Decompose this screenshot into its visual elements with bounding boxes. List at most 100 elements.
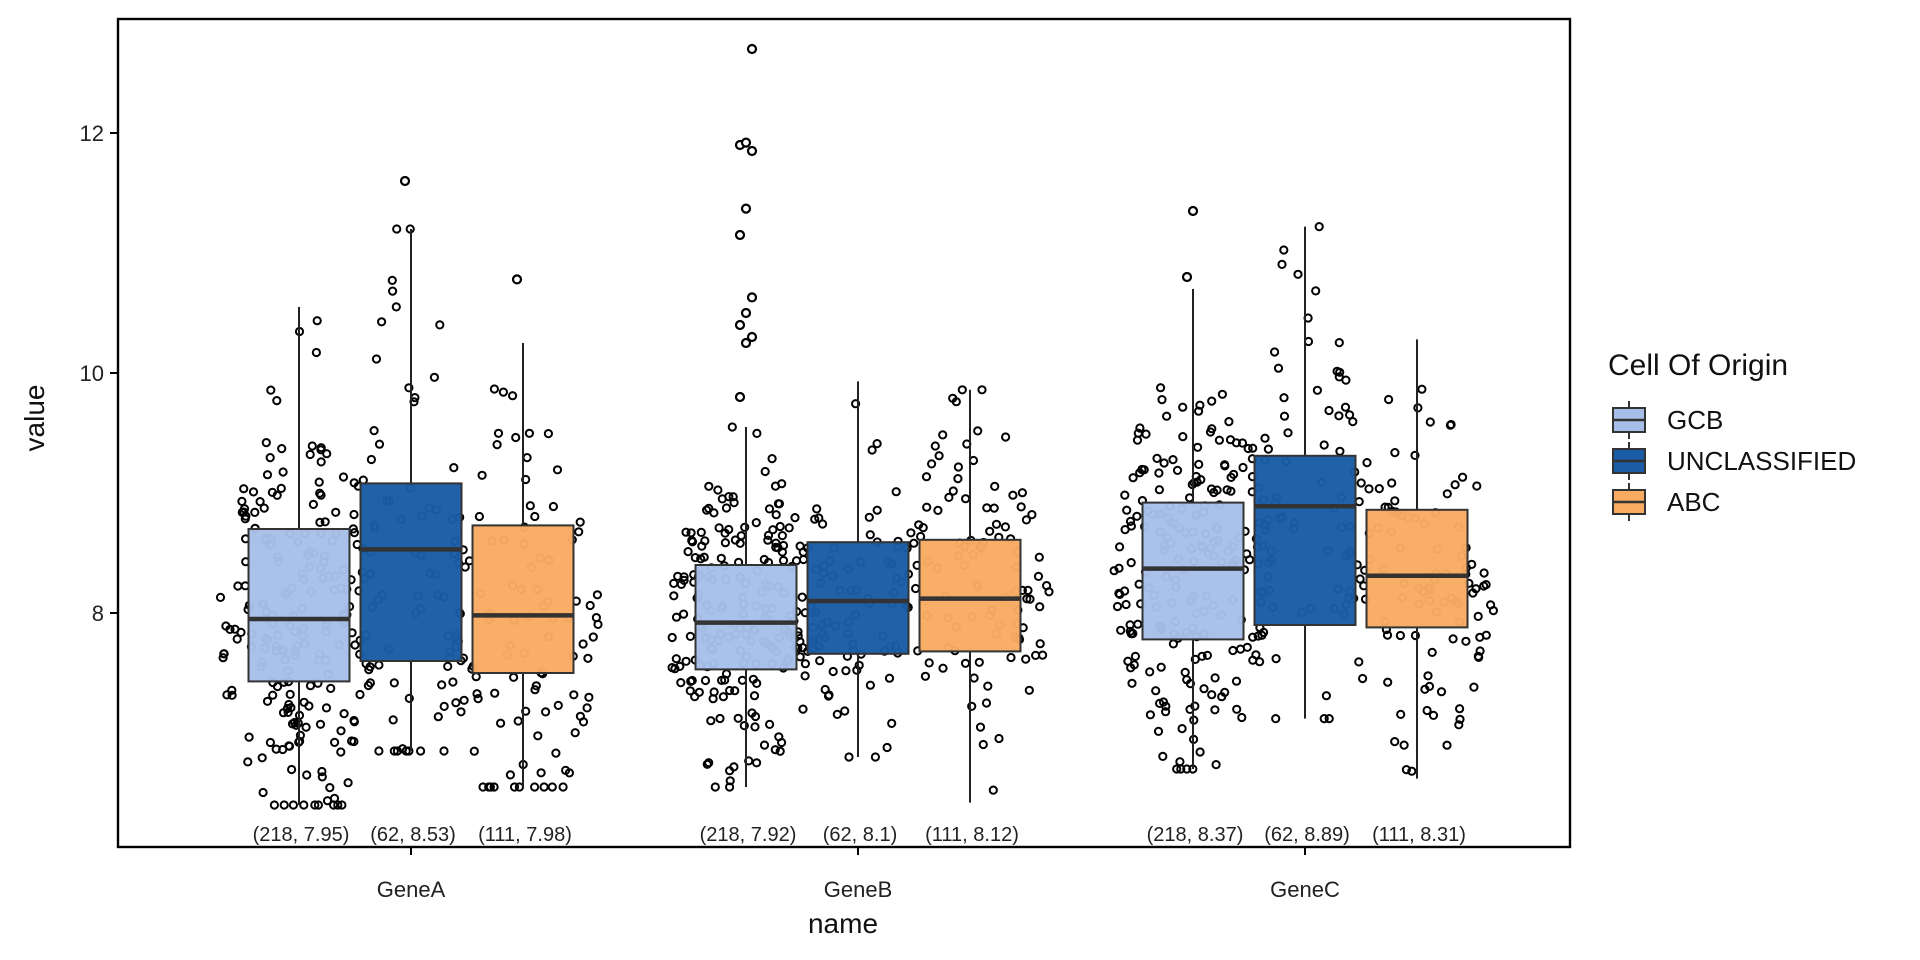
jitter-point (844, 752, 854, 762)
legend: Cell Of Origin GCB UNCLASSIFIED ABC (1608, 349, 1856, 521)
jitter-point (569, 690, 579, 700)
jitter-point (266, 385, 276, 395)
outlier-point (746, 43, 758, 55)
jitter-point (1374, 484, 1384, 494)
jitter-point (1475, 646, 1485, 656)
jitter-point (349, 717, 359, 727)
jitter-point (1334, 411, 1344, 421)
jitter-point (1220, 460, 1230, 470)
jitter-point (918, 523, 928, 533)
jitter-point (484, 782, 494, 792)
jitter-point (865, 680, 876, 690)
jitter-point (1231, 676, 1242, 686)
jitter-point (697, 541, 707, 551)
jitter-point (305, 681, 316, 691)
jitter-point (728, 492, 738, 502)
jitter-point (543, 429, 554, 439)
jitter-point (1212, 485, 1222, 495)
jitter-point (1228, 645, 1238, 656)
jitter-point (302, 770, 312, 780)
jitter-point (720, 538, 731, 548)
box-genea-unclassified (359, 229, 463, 751)
jitter-point (784, 523, 794, 533)
box-geneb-gcb (694, 427, 798, 787)
jitter-point (315, 517, 325, 528)
jitter-point (735, 538, 745, 548)
jitter-point (531, 681, 541, 691)
jitter-point (371, 354, 382, 364)
jitter-point (1159, 458, 1169, 468)
jitter-point (536, 768, 546, 778)
jitter-point (265, 453, 275, 463)
jitter-point (343, 778, 353, 788)
jitter-point (1006, 652, 1016, 663)
jitter-point (439, 701, 449, 712)
jitter-point (974, 657, 984, 667)
jitter-point (800, 659, 811, 669)
jitter-point (730, 686, 740, 696)
jitter-point (975, 722, 986, 732)
jitter-point (311, 347, 321, 358)
x-tick-label: GeneA (377, 877, 446, 902)
jitter-point (1121, 599, 1131, 610)
jitter-point (927, 459, 937, 469)
jitter-point (1279, 393, 1289, 403)
jitter-point (439, 746, 449, 756)
outlier-point (740, 137, 752, 148)
jitter-point (271, 744, 281, 754)
y-tick-label: 10 (80, 361, 104, 386)
jitter-point (1473, 611, 1483, 622)
jitter-point (721, 503, 732, 513)
jitter-point (1157, 395, 1167, 405)
jitter-point (1271, 654, 1281, 664)
jitter-point (720, 528, 730, 538)
jitter-point (1180, 667, 1190, 678)
box-genec-unclassified (1253, 226, 1357, 719)
jitter-point (1000, 522, 1011, 532)
jitter-point (775, 521, 785, 532)
outlier-point (746, 145, 758, 157)
jitter-point (690, 553, 700, 563)
jitter-point (760, 466, 770, 477)
jitter-point (1270, 347, 1280, 357)
jitter-point (243, 757, 253, 767)
jitter-point (232, 634, 242, 644)
outlier-point (1181, 271, 1193, 283)
jitter-point (1158, 751, 1168, 762)
jitter-point (530, 511, 540, 522)
jitter-point (336, 726, 346, 736)
jitter-point (725, 685, 735, 696)
jitter-point (230, 624, 240, 634)
box-genea-abc (471, 343, 575, 787)
outlier-point (734, 391, 746, 403)
jitter-point (669, 591, 679, 601)
x-axis-title: name (808, 908, 878, 939)
jitter-point (404, 693, 414, 704)
jitter-point (729, 762, 739, 772)
jitter-point (574, 527, 584, 537)
jitter-point (276, 483, 286, 493)
jitter-point (867, 445, 877, 455)
box-body (694, 564, 798, 671)
jitter-point (706, 716, 716, 726)
jitter-point (1151, 686, 1161, 696)
jitter-point (679, 609, 689, 619)
jitter-point (1023, 585, 1033, 596)
jitter-point (1237, 438, 1248, 448)
outlier-point (746, 331, 758, 343)
jitter-point (1123, 656, 1133, 666)
jitter-point (685, 686, 695, 696)
jitter-point (1125, 626, 1135, 636)
jitter-point (267, 487, 277, 497)
jitter-point (676, 678, 686, 688)
jitter-point (377, 317, 387, 327)
jitter-point (700, 675, 711, 686)
jitter-point (812, 504, 822, 514)
jitter-point (944, 492, 954, 502)
jitter-point (374, 660, 384, 670)
outlier-point (734, 229, 746, 241)
jitter-point (685, 631, 696, 642)
jitter-point (1225, 435, 1236, 445)
jitter-point (775, 746, 785, 756)
jitter-point (681, 656, 691, 666)
